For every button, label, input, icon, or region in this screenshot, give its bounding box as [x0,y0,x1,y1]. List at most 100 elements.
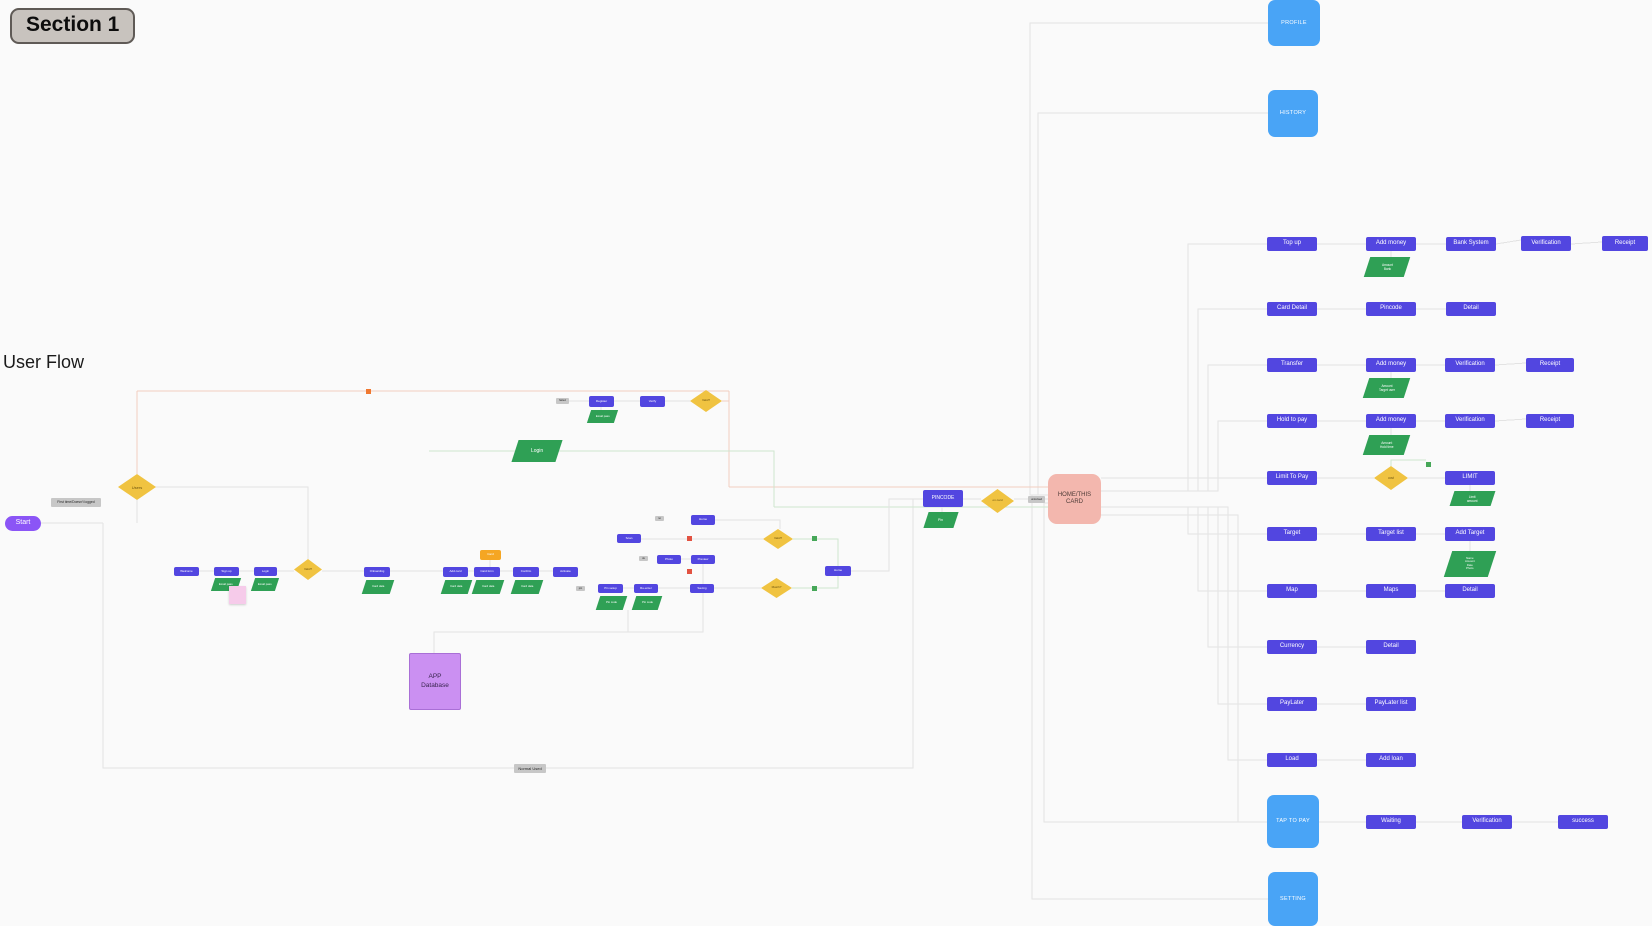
verification-screen-4[interactable]: Verification [1462,815,1512,829]
detail-screen-3[interactable]: Detail [1366,640,1416,654]
pin-input-3[interactable]: Pin [923,512,959,528]
receipt-screen-2[interactable]: Receipt [1526,358,1574,372]
login-input-label: Login [530,447,544,454]
add-money-screen-3[interactable]: Add money [1366,414,1416,428]
card-highlight[interactable]: Card [480,550,501,560]
valid-decision-d[interactable]: Valid? [763,529,793,549]
red-dot-1[interactable] [687,569,692,574]
amount-input-2[interactable]: Amount Target user [1362,378,1411,398]
limit-screen[interactable]: LIMIT [1445,471,1495,485]
saving-screen[interactable]: Saving [690,584,714,593]
pin-input-2[interactable]: Pin code [631,596,663,610]
verification-screen-1[interactable]: Verification [1521,236,1571,251]
amount-input-1[interactable]: Amount Bank [1363,257,1411,277]
receipt-screen-1-label: Receipt [1614,239,1636,246]
cardform-screen[interactable]: Card form [474,567,500,577]
pin-label[interactable]: pin [576,586,585,591]
red-dot-2[interactable] [687,536,692,541]
receipt-screen-1[interactable]: Receipt [1602,236,1648,251]
no-label[interactable]: no [655,516,664,521]
normal-used-label[interactable]: Normal Used [514,764,546,773]
profile-screen[interactable]: PROFILE [1268,0,1320,46]
card-data-input-4[interactable]: Card data [510,580,544,594]
verification-screen-2[interactable]: Verification [1445,358,1495,372]
reenter-screen[interactable]: Re-enter [634,584,658,593]
start-node[interactable]: Start [5,516,41,531]
add-target-screen[interactable]: Add Target [1445,527,1495,541]
add-loan-screen[interactable]: Add loan [1366,753,1416,767]
failed-label[interactable]: failed [556,398,569,404]
maps-screen[interactable]: Maps [1366,584,1416,598]
app-database[interactable]: APP Database [409,653,461,710]
card-data-input-2[interactable]: Card data [440,580,473,594]
email-pass-input-a[interactable]: Email pass [586,410,619,423]
ok-label[interactable]: ok [639,556,648,561]
map-screen[interactable]: Map [1267,584,1317,598]
target-screen[interactable]: Target [1267,527,1317,541]
receipt-screen-3[interactable]: Receipt [1526,414,1574,428]
pincode-screen[interactable]: PINCODE [923,490,963,507]
sticky-note[interactable] [229,586,246,604]
transfer-screen[interactable]: Transfer [1267,358,1317,372]
paylater-list-screen[interactable]: PayLater list [1366,697,1416,711]
hold-to-pay-screen[interactable]: Hold to pay [1267,414,1317,428]
verification-screen-3[interactable]: Verification [1445,414,1495,428]
card-data-input-2-label: Card data [450,584,463,589]
green-dot-1[interactable] [812,536,817,541]
pin-input-1[interactable]: Pin code [595,596,628,610]
amount-input-3[interactable]: Amount Hold time [1362,435,1411,455]
home-screen-top[interactable]: Home [691,515,715,525]
valid-decision-a[interactable]: Valid? [690,390,722,412]
load-screen[interactable]: Load [1267,753,1317,767]
tap-to-pay-screen[interactable]: TAP TO PAY [1267,795,1319,848]
pincode-screen-2[interactable]: Pincode [1366,302,1416,316]
login-screen[interactable]: Login [254,567,277,576]
photo-screen[interactable]: Photo [657,555,681,564]
login-input[interactable]: Login [511,440,563,462]
waiting-screen[interactable]: Waiting [1366,815,1416,829]
unlocked-label[interactable]: unlocked [1028,496,1045,503]
pin-setup-screen[interactable]: Pin setup [598,584,623,593]
confirm-screen[interactable]: Confirm [513,567,539,577]
activate-screen[interactable]: Activate [553,567,578,577]
green-dot-2[interactable] [812,586,817,591]
valid-decision-b[interactable]: Valid? [294,559,322,580]
home-screen-right[interactable]: Home [825,566,851,576]
home-this-card[interactable]: HOME/THIS CARD [1048,474,1101,524]
scan-screen[interactable]: Scan [617,534,641,543]
currency-screen[interactable]: Currency [1267,640,1317,654]
register-screen[interactable]: Register [589,396,614,407]
match-decision[interactable]: Match? [761,578,792,598]
green-dot-r5[interactable] [1426,462,1431,467]
signup-screen[interactable]: Sign up [214,567,239,576]
addcard-screen[interactable]: Add card [443,567,468,577]
onboarding-screen[interactable]: Onboarding [364,567,390,577]
first-time-label[interactable]: First time/Doesn't logged [51,498,101,507]
add-money-screen-2[interactable]: Add money [1366,358,1416,372]
welcome-screen[interactable]: Welcome [174,567,199,576]
target-input[interactable]: Name Amount Date Photo [1443,551,1497,577]
add-money-screen-1[interactable]: Add money [1366,237,1416,251]
email-pass-input-b2[interactable]: Email pass [250,578,280,591]
target-list-screen[interactable]: Target list [1366,527,1416,541]
limit-input[interactable]: Limit amount [1449,491,1496,506]
section-badge[interactable]: Section 1 [10,8,136,44]
top-up-screen[interactable]: Top up [1267,237,1317,251]
detail-screen-1[interactable]: Detail [1446,302,1496,316]
verification-screen-1-label: Verification [1531,239,1561,246]
start-node-label: Start [15,519,31,527]
tap-to-pay-screen-label: TAP TO PAY [1276,818,1310,825]
setting-screen[interactable]: SETTING [1268,872,1318,926]
bank-system-screen[interactable]: Bank System [1446,237,1496,251]
paylater-screen[interactable]: PayLater [1267,697,1317,711]
card-detail-screen[interactable]: Card Detail [1267,302,1317,316]
orange-dot[interactable] [366,389,371,394]
preview-screen[interactable]: Preview [691,555,715,564]
history-screen[interactable]: HISTORY [1268,90,1318,137]
detail-screen-2[interactable]: Detail [1445,584,1495,598]
success-screen[interactable]: success [1558,815,1608,829]
card-data-input-3[interactable]: Card data [471,580,505,594]
card-data-input-1[interactable]: Card data [361,580,395,594]
verify-screen[interactable]: Verify [640,396,665,407]
limit-to-pay-screen[interactable]: Limit To Pay [1267,471,1317,485]
